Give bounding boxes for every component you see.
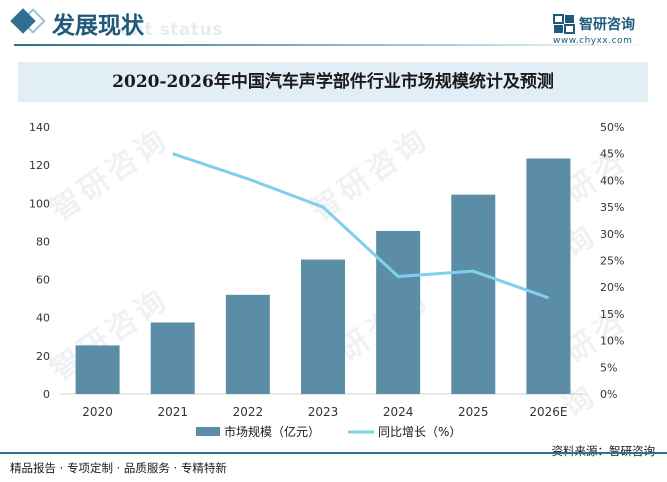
chart-title: 2020-2026年中国汽车声学部件行业市场规模统计及预测 xyxy=(112,72,554,92)
x-tick-label: 2020 xyxy=(82,405,113,419)
y-left-tick-label: 80 xyxy=(36,235,50,248)
y-right-tick-label: 25% xyxy=(600,255,624,268)
line-growth-rate xyxy=(172,152,549,300)
y-left-tick-label: 40 xyxy=(36,312,50,325)
chart-title-bar: 2020-2026年中国汽车声学部件行业市场规模统计及预测 xyxy=(18,62,648,102)
legend-line-label: 同比增长（%） xyxy=(378,425,461,439)
y-right-tick-label: 10% xyxy=(600,335,624,348)
section-title: 发展现状 xyxy=(52,12,144,39)
section-subtitle: ent status xyxy=(120,20,223,40)
y-right-tick-label: 40% xyxy=(600,174,624,187)
y-left-tick-label: 0 xyxy=(43,388,50,401)
x-tick-label: 2021 xyxy=(157,405,188,419)
x-tick-label: 2026E xyxy=(529,405,567,419)
footer-tagline: 精品报告 · 专项定制 · 品质服务 · 专精特新 xyxy=(10,461,227,475)
x-tick-label: 2025 xyxy=(458,405,489,419)
brand-logo: 智研咨询 www.chyxx.com xyxy=(553,14,649,50)
y-left-tick-label: 140 xyxy=(29,121,50,134)
bar-market-size xyxy=(301,259,345,394)
bar-market-size xyxy=(75,345,120,394)
y-right-tick-label: 5% xyxy=(600,361,617,374)
y-left-tick-label: 120 xyxy=(29,159,50,172)
y-left-tick-label: 20 xyxy=(36,350,50,363)
page-header: ent status 发展现状 智研咨询 www.chyxx.com xyxy=(0,0,667,56)
y-right-tick-label: 0% xyxy=(600,388,617,401)
y-right-tick-label: 45% xyxy=(600,148,624,161)
y-right-tick-label: 20% xyxy=(600,281,624,294)
brand-logo-icon xyxy=(553,14,575,34)
header-divider xyxy=(14,44,654,46)
data-source: 资料来源：智研咨询 xyxy=(551,444,656,458)
y-right-tick-label: 35% xyxy=(600,201,624,214)
brand-url: www.chyxx.com xyxy=(553,36,633,46)
legend-bar-swatch xyxy=(196,427,220,436)
y-right-tick-label: 30% xyxy=(600,228,624,241)
bar-market-size xyxy=(225,294,270,394)
y-right-tick-label: 15% xyxy=(600,308,624,321)
y-right-tick-label: 50% xyxy=(600,121,624,134)
legend-bar-label: 市场规模（亿元） xyxy=(224,424,320,439)
x-tick-label: 2022 xyxy=(233,405,264,419)
brand-name: 智研咨询 xyxy=(579,17,635,33)
footer-divider xyxy=(0,452,667,454)
y-left-tick-label: 100 xyxy=(29,197,50,210)
bar-market-size xyxy=(150,322,195,394)
x-tick-label: 2024 xyxy=(383,405,414,419)
bar-market-size xyxy=(526,158,571,394)
x-tick-label: 2023 xyxy=(308,405,339,419)
y-left-tick-label: 60 xyxy=(36,274,50,287)
bar-market-size xyxy=(376,230,421,394)
bar-market-size xyxy=(451,194,496,394)
